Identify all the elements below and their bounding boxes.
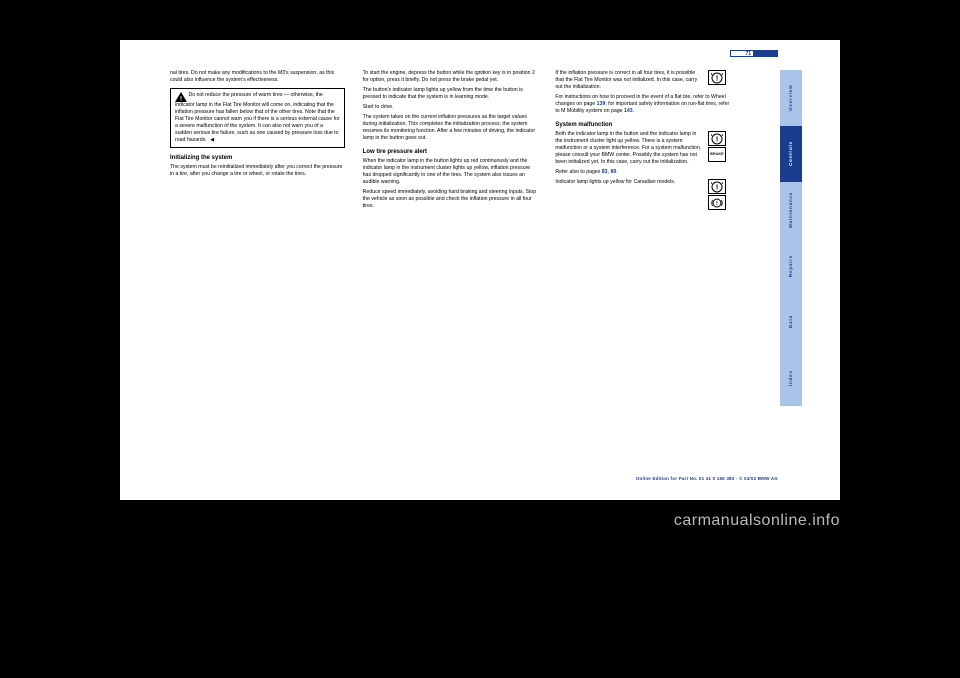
body-text: The system takes on the current inflatio… xyxy=(363,114,538,142)
body-text: When the indicator lamp in the button li… xyxy=(363,158,538,186)
text-span: . xyxy=(633,108,634,114)
page-link[interactable]: 139 xyxy=(597,101,606,107)
icon-text-block: ! If the inflation pressure is correct i… xyxy=(555,70,730,94)
manual-page: 71 Overview Controls Maintenance Repairs… xyxy=(120,40,840,500)
brake-text-icon: BRAKE xyxy=(708,147,726,162)
end-marker-icon: ◀ xyxy=(210,137,214,144)
tab-data[interactable]: Data xyxy=(780,294,802,350)
svg-text:!: ! xyxy=(716,75,718,82)
tab-index[interactable]: Index xyxy=(780,350,802,406)
tab-controls[interactable]: Controls xyxy=(780,126,802,182)
text-span: Refer also to pages xyxy=(555,169,601,175)
content-columns: nal tires. Do not make any modifications… xyxy=(170,70,730,213)
tab-repairs[interactable]: Repairs xyxy=(780,238,802,294)
heading-low-tire: Low tire pressure alert xyxy=(363,148,538,156)
page-wrapper: 71 Overview Controls Maintenance Repairs… xyxy=(120,40,840,530)
dash-icon-group: ! ! xyxy=(708,179,730,211)
warning-triangle-icon: ! xyxy=(175,92,187,102)
page-number: 71 xyxy=(730,50,754,57)
svg-text:!: ! xyxy=(716,184,718,191)
heading-initializing: Initializing the system xyxy=(170,154,345,162)
tire-warning-icon: ! xyxy=(708,131,726,146)
body-text: nal tires. Do not make any modifications… xyxy=(170,70,345,84)
page-number-accent xyxy=(754,50,778,57)
body-text: Start to drive. xyxy=(363,104,538,111)
column-1: nal tires. Do not make any modifications… xyxy=(170,70,345,213)
side-tabs: Overview Controls Maintenance Repairs Da… xyxy=(780,70,802,406)
tab-overview[interactable]: Overview xyxy=(780,70,802,126)
svg-text:!: ! xyxy=(716,136,718,143)
body-text: Reduce speed immediately, avoiding hard … xyxy=(363,189,538,210)
tab-maintenance[interactable]: Maintenance xyxy=(780,182,802,238)
heading-malfunction: System malfunction xyxy=(555,121,730,129)
column-2: To start the engine, depress the button … xyxy=(363,70,538,213)
body-text: If the inflation pressure is correct in … xyxy=(555,70,730,91)
body-text: Indicator lamp lights up yellow for Cana… xyxy=(555,179,730,186)
footer-text: Online Edition for Part No. 01 41 0 156 … xyxy=(636,476,778,482)
svg-text:!: ! xyxy=(716,201,718,207)
body-text: The button's indicator lamp lights up ye… xyxy=(363,87,538,101)
tire-warning-icon: ! xyxy=(708,179,726,194)
icon-text-block: ! BRAKE Both the indicator lamp in the b… xyxy=(555,131,730,169)
brake-circle-icon: ! xyxy=(708,195,726,210)
icon-text-block: ! ! Indicator lamp lights up yellow for … xyxy=(555,179,730,213)
body-text: To start the engine, depress the button … xyxy=(363,70,538,84)
dash-icon-group: ! xyxy=(708,70,730,86)
body-text: Both the indicator lamp in the button an… xyxy=(555,131,730,166)
page-link[interactable]: 143 xyxy=(624,108,633,114)
warning-text: Do not reduce the pressure of warm tires… xyxy=(175,92,340,143)
body-text: For instructions on how to proceed in th… xyxy=(555,94,730,115)
dash-icon-group: ! BRAKE xyxy=(708,131,730,163)
column-3: ! If the inflation pressure is correct i… xyxy=(555,70,730,213)
body-text: The system must be reinitialized immedia… xyxy=(170,164,345,178)
text-span: . xyxy=(616,169,617,175)
body-text: Refer also to pages 83, 89. xyxy=(555,169,730,176)
page-number-bar: 71 xyxy=(730,50,778,57)
tire-warning-icon: ! xyxy=(708,70,726,85)
warning-box: ! Do not reduce the pressure of warm tir… xyxy=(170,88,345,148)
watermark: carmanualsonline.info xyxy=(120,512,840,530)
